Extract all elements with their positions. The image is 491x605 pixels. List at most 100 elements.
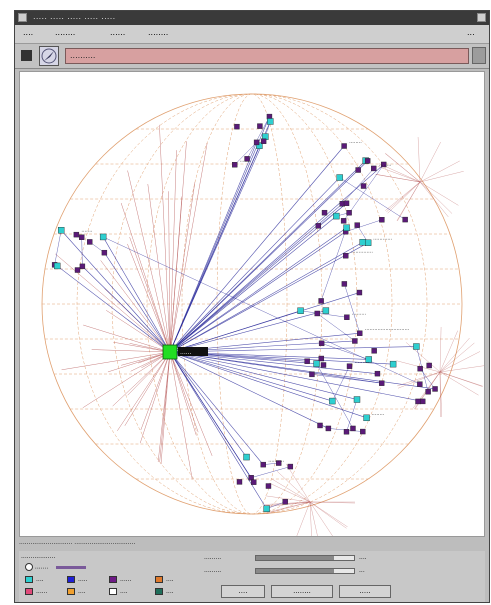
graph-node xyxy=(234,123,240,130)
address-field[interactable]: .......... xyxy=(65,48,469,64)
graph-edge xyxy=(169,182,196,353)
node-label: ......... xyxy=(352,310,367,316)
graph-node xyxy=(346,363,353,369)
graph-node xyxy=(365,356,372,363)
graph-edge xyxy=(332,366,350,402)
menu-views[interactable]: ...... xyxy=(110,28,126,37)
graph-edge xyxy=(169,310,301,353)
graph-edge xyxy=(121,351,171,366)
slider-track[interactable] xyxy=(255,555,355,561)
graph-edge xyxy=(419,181,453,214)
graph-edge xyxy=(419,141,441,183)
graph-edge xyxy=(129,237,171,353)
control-panel: .................. ....... .... ..... ..… xyxy=(19,551,485,602)
graph-edge xyxy=(439,371,479,396)
graph-node xyxy=(318,298,324,304)
gear-icon[interactable] xyxy=(472,47,486,64)
slider-fill xyxy=(256,569,335,573)
graph-edge xyxy=(113,341,171,353)
graph-edge xyxy=(169,141,187,353)
graph-node xyxy=(426,362,432,369)
graph-edge xyxy=(169,215,337,353)
graph-edge xyxy=(419,160,460,183)
graph-node xyxy=(371,165,377,172)
graph-edge xyxy=(169,351,264,465)
graph-node xyxy=(318,355,325,362)
slider-label: ......... xyxy=(204,554,222,561)
graph-node xyxy=(363,414,370,422)
menu-options[interactable]: ........ xyxy=(148,28,169,37)
radio-icon[interactable] xyxy=(25,563,33,571)
graph-edge xyxy=(117,351,171,432)
legend-heading: .................. xyxy=(21,553,56,560)
graph-edge xyxy=(386,181,421,213)
graph-edge xyxy=(127,170,171,353)
graph-node xyxy=(253,139,260,146)
graph-svg[interactable]: ........................................… xyxy=(20,72,485,547)
graph-node xyxy=(325,425,332,432)
menu-help[interactable]: ... xyxy=(467,28,475,37)
action-button[interactable]: ........ xyxy=(271,585,333,598)
graph-edge xyxy=(169,242,363,353)
graph-edge xyxy=(169,351,213,456)
slider-fill xyxy=(256,556,335,560)
graph-node xyxy=(99,233,107,241)
graph-node xyxy=(263,505,270,512)
graph-edge xyxy=(103,236,420,385)
slider-track[interactable] xyxy=(255,568,355,574)
graph-edge xyxy=(169,351,199,433)
graph-node xyxy=(309,371,315,378)
legend-item: .... xyxy=(25,576,44,583)
graph-node xyxy=(73,231,80,238)
graph-node xyxy=(415,398,421,405)
graph-node xyxy=(256,142,263,149)
swatch-icon xyxy=(67,588,75,595)
graph-edge xyxy=(375,174,421,183)
compass-icon[interactable] xyxy=(39,46,59,66)
graph-node xyxy=(244,156,250,162)
graph-edge xyxy=(387,181,421,214)
graph-edge xyxy=(439,365,485,373)
graph-node xyxy=(54,262,61,270)
graph-node xyxy=(287,463,294,470)
legend-item: ...... xyxy=(109,576,131,583)
graph-node xyxy=(379,217,385,223)
graph-node xyxy=(74,267,81,273)
graph-edge xyxy=(169,177,340,353)
graph-edge xyxy=(81,237,83,267)
node-label: .............. xyxy=(351,249,374,255)
graph-node xyxy=(315,223,322,229)
graph-node xyxy=(265,483,272,489)
home-icon[interactable] xyxy=(21,50,32,61)
graph-node xyxy=(79,263,86,270)
graph-node xyxy=(344,314,350,320)
window-menu-icon[interactable] xyxy=(18,13,27,22)
legend-item: ...... xyxy=(25,588,47,595)
graph-node xyxy=(260,461,266,468)
menu-file[interactable]: .... xyxy=(23,28,34,37)
graph-edge xyxy=(169,310,326,353)
graph-edge xyxy=(168,191,171,353)
graph-node xyxy=(101,249,108,256)
graph-edge xyxy=(169,121,271,353)
graph-edge xyxy=(417,137,421,183)
legend-radio[interactable]: ....... xyxy=(25,563,87,571)
title-bar: ..... ..... ..... ..... ..... xyxy=(15,11,489,25)
graph-edge xyxy=(439,351,481,373)
action-button[interactable]: ..... xyxy=(339,585,391,598)
node-label: ......... xyxy=(355,359,370,365)
slider-value: .... xyxy=(359,554,367,561)
graph-edge xyxy=(169,231,346,353)
graph-node xyxy=(333,212,340,220)
swatch-icon xyxy=(67,576,75,583)
graph-edge xyxy=(169,203,343,353)
app-window: ..... ..... ..... ..... ..... .... .....… xyxy=(14,10,490,603)
graph-node xyxy=(381,161,387,168)
action-button[interactable]: .... xyxy=(221,585,265,598)
close-icon[interactable] xyxy=(477,13,486,22)
graph-edge xyxy=(159,124,171,353)
graph-edge xyxy=(385,153,421,183)
graph-edge xyxy=(439,342,475,373)
hyperbolic-graph-view[interactable]: ........................................… xyxy=(19,71,485,547)
menu-services[interactable]: ........ xyxy=(55,28,76,37)
